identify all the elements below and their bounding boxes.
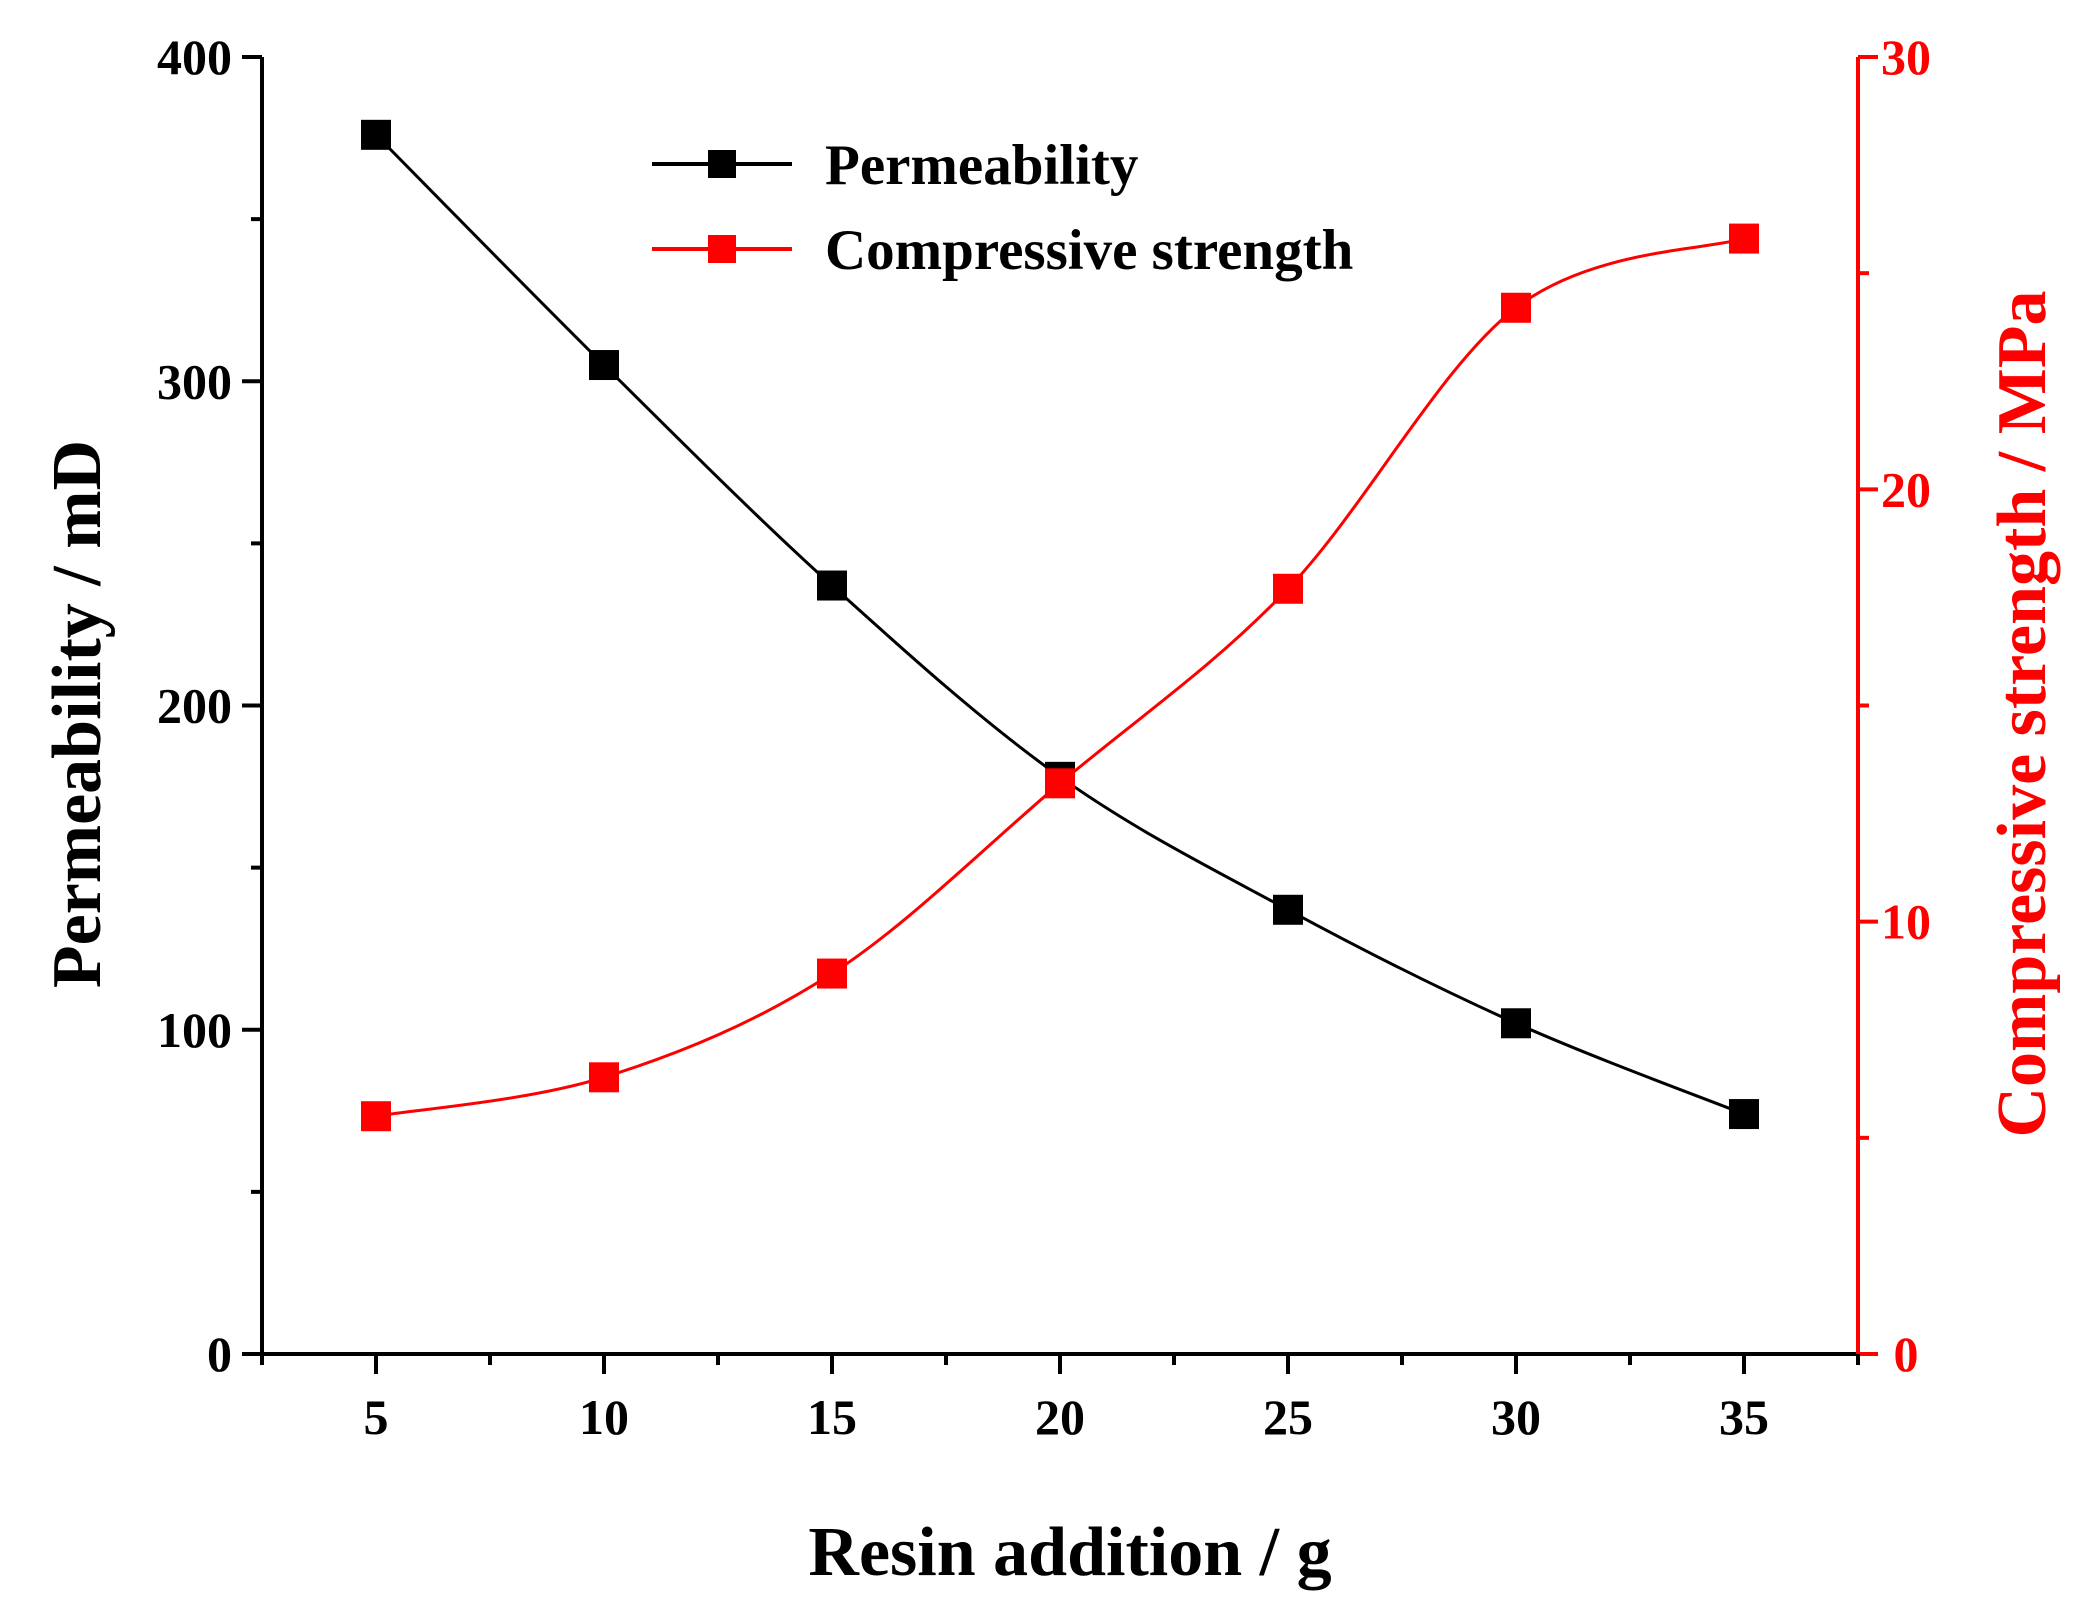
x-tick-label: 10 bbox=[579, 1389, 629, 1445]
legend-marker-compressive-strength bbox=[708, 235, 736, 263]
left-tick-label: 100 bbox=[157, 1002, 232, 1058]
data-point-permeability bbox=[361, 119, 391, 150]
legend-marker-permeability bbox=[708, 150, 736, 178]
data-point-compressive-strength bbox=[1045, 768, 1075, 799]
left-tick-label: 400 bbox=[157, 29, 232, 85]
series-layer bbox=[361, 119, 1759, 1132]
data-point-permeability bbox=[1273, 894, 1303, 925]
left-tick-label: 300 bbox=[157, 353, 232, 409]
x-tick-label: 25 bbox=[1263, 1389, 1313, 1445]
data-point-compressive-strength bbox=[817, 958, 847, 989]
right-y-axis-title: Compressive strength / MPa bbox=[1984, 290, 2061, 1137]
right-tick-label: 30 bbox=[1881, 29, 1931, 85]
x-tick-label: 15 bbox=[807, 1389, 857, 1445]
legend: Permeability Compressive strength bbox=[652, 134, 1353, 282]
right-tick-label: 10 bbox=[1881, 894, 1931, 950]
left-y-axis-title: Permeability / mD bbox=[39, 440, 116, 988]
left-tick-label: 0 bbox=[207, 1326, 232, 1382]
x-tick-label: 5 bbox=[364, 1389, 389, 1445]
x-axis-title: Resin addition / g bbox=[808, 1514, 1331, 1591]
x-tick-label: 35 bbox=[1719, 1389, 1769, 1445]
data-point-compressive-strength bbox=[1729, 223, 1759, 254]
x-tick-label: 20 bbox=[1035, 1389, 1085, 1445]
data-point-compressive-strength bbox=[1273, 573, 1303, 604]
data-point-permeability bbox=[1501, 1008, 1531, 1039]
data-point-permeability bbox=[1729, 1099, 1759, 1130]
right-y-axis: 0 10 20 30 bbox=[1858, 29, 1931, 1382]
data-point-compressive-strength bbox=[361, 1101, 391, 1132]
data-point-compressive-strength bbox=[589, 1062, 619, 1093]
legend-label-compressive-strength: Compressive strength bbox=[825, 219, 1353, 282]
right-tick-label: 0 bbox=[1894, 1326, 1919, 1382]
legend-label-permeability: Permeability bbox=[825, 134, 1138, 197]
series-line-compressive-strength bbox=[375, 237, 1745, 1118]
data-point-permeability bbox=[817, 570, 847, 601]
data-point-compressive-strength bbox=[1501, 292, 1531, 323]
x-axis: 5 10 15 20 25 30 35 bbox=[260, 1354, 1860, 1445]
right-tick-label: 20 bbox=[1881, 461, 1931, 517]
data-point-permeability bbox=[589, 350, 619, 381]
x-tick-label: 30 bbox=[1491, 1389, 1541, 1445]
left-y-axis: 0 100 200 300 400 bbox=[157, 29, 262, 1382]
left-tick-label: 200 bbox=[157, 678, 232, 734]
